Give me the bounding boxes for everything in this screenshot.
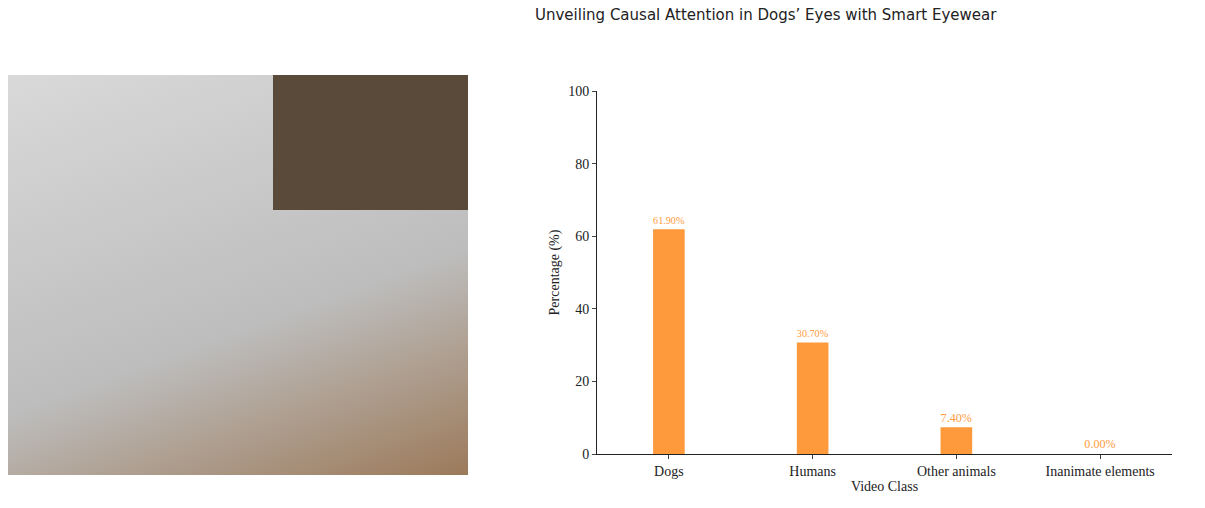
svg-text:20: 20 <box>575 374 589 389</box>
svg-text:7.40%: 7.40% <box>941 411 972 425</box>
svg-text:61.90%: 61.90% <box>653 215 685 226</box>
svg-text:Other animals: Other animals <box>917 464 996 479</box>
svg-text:60: 60 <box>575 229 589 244</box>
svg-text:Humans: Humans <box>789 464 836 479</box>
svg-text:80: 80 <box>575 157 589 172</box>
svg-text:Percentage (%): Percentage (%) <box>547 229 563 315</box>
svg-text:0.00%: 0.00% <box>1084 437 1115 451</box>
svg-text:40: 40 <box>575 302 589 317</box>
svg-text:Video Class: Video Class <box>851 479 918 494</box>
svg-text:30.70%: 30.70% <box>797 328 829 339</box>
svg-text:100: 100 <box>568 84 589 99</box>
html-text:Unveiling Causal Attention in: Unveiling Causal Attention in Dogs’ Eyes… <box>535 6 997 24</box>
svg-text:0: 0 <box>582 447 589 462</box>
svg-text:Dogs: Dogs <box>654 464 684 479</box>
svg-text:Inanimate elements: Inanimate elements <box>1046 464 1155 479</box>
